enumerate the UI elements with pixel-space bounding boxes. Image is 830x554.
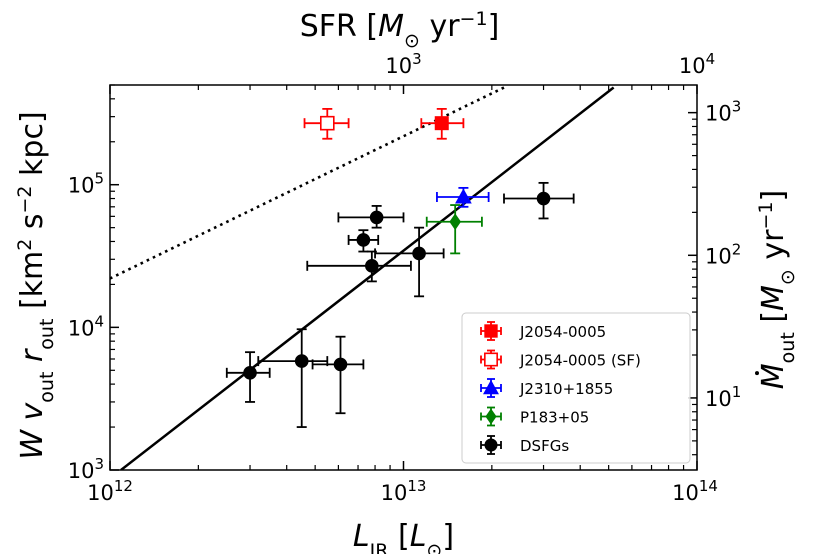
legend-marker bbox=[484, 438, 498, 452]
top-tick-label: 104 bbox=[679, 50, 715, 78]
error-bar bbox=[425, 204, 483, 255]
y-tick-label: 103 bbox=[68, 455, 104, 483]
legend-item-dsfgs: DSFGs bbox=[480, 435, 569, 455]
data-point-j2054-0005 bbox=[434, 116, 449, 131]
data-point-dsfgs bbox=[243, 366, 257, 380]
top-tick-label: 103 bbox=[385, 50, 421, 78]
legend-label: J2054-0005 (SF) bbox=[519, 352, 641, 370]
legend-marker bbox=[484, 324, 498, 338]
legend-box bbox=[461, 312, 691, 464]
right-tick-label: 103 bbox=[705, 98, 741, 126]
dotted-relation bbox=[110, 86, 505, 280]
x-axis-title: LIR [L⊙] bbox=[353, 519, 454, 554]
data-points bbox=[225, 107, 575, 428]
data-point-dsfgs bbox=[365, 259, 379, 273]
legend-marker bbox=[483, 379, 499, 395]
right-tick-label: 101 bbox=[705, 383, 741, 411]
legend: J2054-0005 J2054-0005 (SF) J2310+1855 P183+… bbox=[461, 312, 691, 464]
series-j2310-1855 bbox=[436, 186, 490, 208]
data-point-p183-05 bbox=[449, 213, 461, 231]
mdot-overdot bbox=[755, 371, 759, 376]
legend-item-j2310-1855: J2310+1855 bbox=[480, 378, 613, 398]
legend-marker bbox=[484, 352, 498, 367]
data-point-dsfgs bbox=[333, 357, 348, 372]
x-tick-label: 1013 bbox=[381, 477, 427, 505]
data-point-dsfgs bbox=[536, 191, 551, 206]
data-point-dsfgs bbox=[356, 233, 371, 247]
series-dsfgs bbox=[225, 181, 575, 428]
data-point-dsfgs bbox=[294, 354, 309, 368]
error-bar bbox=[257, 328, 329, 428]
right-tick-label: 102 bbox=[705, 240, 741, 268]
axes: 1012 1013 1014 103 104 105 103 104 101 102 103 LIR … bbox=[14, 8, 799, 554]
legend-label: J2310+1855 bbox=[519, 380, 613, 398]
legend-marker bbox=[485, 408, 497, 425]
x-tick-label: 1014 bbox=[672, 477, 718, 505]
y-axis-title-group: W vout rout [km2 s−2 kpc] bbox=[14, 111, 58, 459]
legend-label: DSFGs bbox=[520, 437, 569, 455]
relation-lines bbox=[110, 86, 615, 470]
top-axis-title: SFR [M⊙ yr−1] bbox=[300, 8, 500, 52]
solid-relation bbox=[120, 86, 615, 470]
right-axis-title: Mout [M⊙ yr−1] bbox=[755, 190, 799, 389]
data-point-j2310-1855 bbox=[455, 188, 472, 204]
right-axis-title-group: Mout [M⊙ yr−1] bbox=[755, 190, 799, 389]
series-p183-05 bbox=[425, 204, 483, 255]
y-tick-label: 105 bbox=[68, 170, 104, 198]
legend-item-j2054-0005: J2054-0005 bbox=[480, 321, 606, 341]
legend-item-j2054-0005-sf: J2054-0005 (SF) bbox=[480, 349, 641, 370]
series-j2054-0005-sf bbox=[303, 107, 350, 140]
legend-label: J2054-0005 bbox=[519, 323, 606, 341]
data-point-dsfgs bbox=[369, 210, 384, 225]
error-bar bbox=[311, 335, 365, 415]
y-tick-label: 104 bbox=[68, 312, 104, 340]
series-j2054-0005 bbox=[420, 107, 465, 140]
y-axis-title: W vout rout [km2 s−2 kpc] bbox=[14, 111, 58, 459]
error-bar bbox=[374, 226, 445, 298]
legend-item-p183-05: P183+05 bbox=[480, 406, 589, 427]
x-tick-label: 1012 bbox=[87, 477, 133, 505]
data-point-j2054-0005-sf bbox=[319, 115, 335, 131]
legend-label: P183+05 bbox=[520, 409, 589, 427]
data-point-dsfgs bbox=[412, 246, 426, 261]
